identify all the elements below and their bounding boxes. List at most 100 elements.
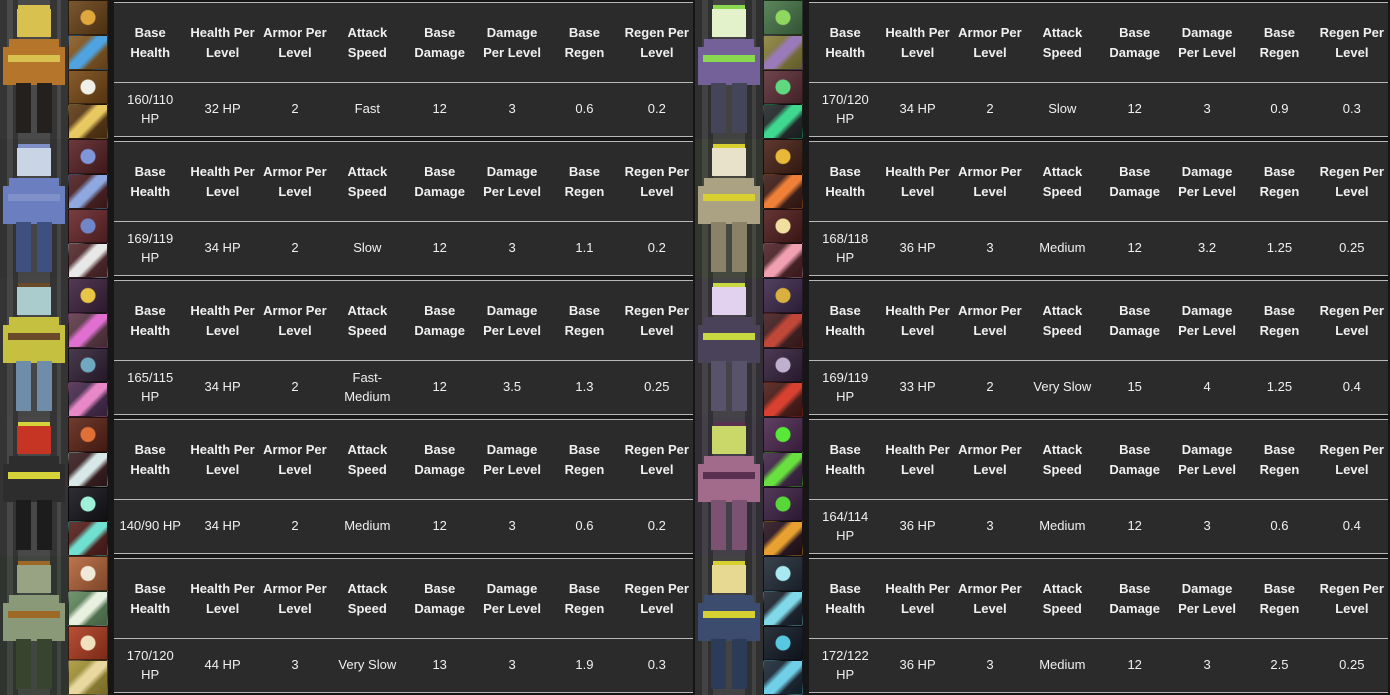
ability-icon[interactable] [68, 312, 108, 348]
ability-icon[interactable] [763, 104, 803, 139]
ability-icon[interactable] [68, 660, 108, 695]
stats-header-cell: Attack Speed [347, 303, 388, 338]
stats-value-cell: 0.3 [1342, 101, 1361, 117]
stats-value-cell: 0.6 [575, 101, 594, 117]
ability-icon[interactable] [68, 139, 108, 174]
stats-value-cell: 164/114 HP [822, 509, 869, 543]
stats-header-cell: Damage Per Level [1178, 442, 1236, 477]
stats-value-cell: 3 [986, 518, 994, 534]
stats-value-cell: 36 HP [899, 518, 936, 534]
stats-value-cell: 1.9 [575, 657, 594, 673]
sprite-belt [703, 55, 755, 62]
ability-icon[interactable] [763, 521, 803, 556]
ability-icon[interactable] [68, 69, 108, 105]
stats-header-cell: Base Damage [1109, 164, 1160, 199]
ability-icon[interactable] [763, 69, 803, 105]
ability-icon[interactable] [68, 521, 108, 556]
stats-header-cell: Attack Speed [347, 164, 388, 199]
ability-icon[interactable] [68, 451, 108, 487]
stats-value-cell: 140/90 HP [119, 518, 181, 534]
stats-value-cell: 0.4 [1342, 379, 1361, 395]
ability-icon[interactable] [68, 208, 108, 244]
stats-header-cell: Damage Per Level [483, 25, 541, 60]
stats-value-cell: 168/118 HP [822, 231, 869, 265]
character-sprite-icon [695, 556, 763, 695]
character-sprite-icon [695, 139, 763, 278]
ability-icon[interactable] [763, 243, 803, 278]
ability-icon[interactable] [68, 417, 108, 452]
sprite-belt [703, 472, 755, 479]
stats-header-cell: Health Per Level [190, 303, 255, 338]
stats-table-wrap: Base Health Health Per Level Armor Per Lev… [803, 417, 1390, 556]
ability-icon[interactable] [763, 625, 803, 661]
sprite-belt [703, 333, 755, 340]
ability-icon[interactable] [68, 278, 108, 313]
ability-icon[interactable] [68, 0, 108, 35]
ability-icon[interactable] [68, 556, 108, 591]
character-block-9: Base Health Health Per Level Armor Per Lev… [695, 417, 1390, 556]
stats-value-row: 169/119 HP 33 HP 2 Very Slow 15 4 1.25 0.4 [809, 361, 1388, 415]
stats-value-cell: 0.25 [644, 379, 670, 395]
ability-icon[interactable] [68, 625, 108, 661]
stats-value-cell: 3 [508, 101, 516, 117]
ability-icon[interactable] [68, 243, 108, 278]
stats-header-cell: Health Per Level [885, 581, 950, 616]
stats-table-wrap: Base Health Health Per Level Armor Per Lev… [803, 278, 1390, 417]
ability-icon[interactable] [763, 347, 803, 383]
stats-value-row: 164/114 HP 36 HP 3 Medium 12 3 0.6 0.4 [809, 500, 1388, 554]
ability-icon[interactable] [763, 556, 803, 591]
ability-icon[interactable] [763, 590, 803, 626]
ability-icon[interactable] [68, 104, 108, 139]
ability-icon-strip [763, 556, 803, 695]
ability-icon[interactable] [763, 486, 803, 522]
stats-value-cell: Slow [353, 240, 382, 256]
stats-value-row: 140/90 HP 34 HP 2 Medium 12 3 0.6 0.2 [114, 500, 693, 554]
ability-icon[interactable] [763, 312, 803, 348]
stats-value-cell: 12 [432, 518, 447, 534]
stats-header-cell: Base Damage [414, 581, 465, 616]
stats-value-cell: 3 [986, 657, 994, 673]
sprite-belt [8, 55, 60, 62]
ability-icon[interactable] [68, 173, 108, 209]
stats-header-cell: Base Regen [564, 25, 605, 60]
stats-header-cell: Attack Speed [347, 442, 388, 477]
ability-icon-strip [68, 556, 108, 695]
ability-icon[interactable] [763, 451, 803, 487]
ability-icon[interactable] [68, 382, 108, 417]
stats-value-cell: 36 HP [899, 657, 936, 673]
character-block-8: Base Health Health Per Level Armor Per Lev… [695, 278, 1390, 417]
ability-icon[interactable] [763, 382, 803, 417]
stats-value-cell: 3 [986, 240, 994, 256]
stats-table: Base Health Health Per Level Armor Per Lev… [114, 558, 693, 693]
ability-icon[interactable] [763, 173, 803, 209]
ability-icon[interactable] [763, 34, 803, 70]
stats-value-cell: 34 HP [204, 240, 241, 256]
ability-icon[interactable] [68, 486, 108, 522]
stats-header-cell: Base Damage [1109, 581, 1160, 616]
sprite-head [712, 426, 746, 454]
ability-icon[interactable] [763, 208, 803, 244]
stats-table-wrap: Base Health Health Per Level Armor Per Lev… [803, 139, 1390, 278]
ability-icon[interactable] [763, 139, 803, 174]
ability-icon[interactable] [763, 0, 803, 35]
stats-value-cell: 3 [1203, 518, 1211, 534]
stats-table-wrap: Base Health Health Per Level Armor Per Lev… [108, 139, 695, 278]
stats-value-cell: 12 [432, 101, 447, 117]
ability-icon[interactable] [68, 34, 108, 70]
stats-header-cell: Base Damage [414, 25, 465, 60]
ability-icon[interactable] [68, 347, 108, 383]
stats-value-cell: 1.25 [1266, 379, 1293, 395]
ability-icon[interactable] [763, 278, 803, 313]
ability-icon[interactable] [763, 660, 803, 695]
ability-icon[interactable] [68, 590, 108, 626]
stats-header-cell: Regen Per Level [624, 442, 689, 477]
sprite-legs [711, 83, 747, 133]
stats-header-row: Base Health Health Per Level Armor Per Lev… [114, 3, 693, 83]
stats-header-cell: Armor Per Level [263, 164, 327, 199]
ability-icon[interactable] [763, 417, 803, 452]
stats-table: Base Health Health Per Level Armor Per Lev… [809, 419, 1388, 554]
sprite-head [712, 287, 746, 315]
stats-header-cell: Base Damage [414, 303, 465, 338]
stats-header-cell: Damage Per Level [483, 442, 541, 477]
stats-header-cell: Base Health [130, 581, 171, 616]
